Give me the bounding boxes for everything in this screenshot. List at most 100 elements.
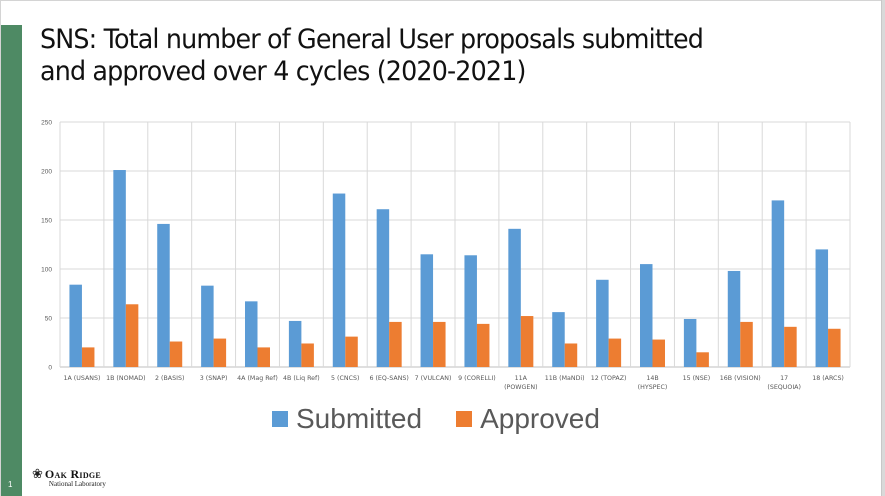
x-tick-label-line: 1A (USANS) [63,375,100,382]
bar-submitted-13 [640,264,653,367]
x-tick-label: 1B (NOMAD) [106,375,146,382]
legend-item-submitted: Submitted [272,403,422,435]
logo-sub-text: National Laboratory [48,480,106,488]
x-tick-label-line: 11B (MaNDi) [545,375,585,382]
bar-submitted-8 [420,254,434,367]
chart-bars [69,170,841,367]
legend-swatch-submitted [272,411,288,427]
slide-border-right [881,0,885,496]
bar-submitted-5 [288,320,302,367]
x-tick-label-line: 4A (Mag Ref) [237,375,278,382]
x-tick-label-line: 9 (CORELLI) [458,375,496,382]
x-tick-label-line: 11A [515,375,528,382]
x-tick-label: 2 (BASIS) [155,375,184,382]
bar-approved-16 [784,326,797,367]
y-tick-label: 200 [41,169,52,176]
chart-legend: Submitted Approved [272,401,600,437]
x-tick-label: 5 (CNCS) [331,375,359,382]
x-tick-label-line: 2 (BASIS) [155,375,184,382]
x-tick-label: 3 (SNAP) [200,375,228,382]
x-tick-label-line: 12 (TOPAZ) [591,375,627,382]
x-tick-label-line: 16B (VISION) [720,375,761,382]
bar-approved-5 [301,343,314,367]
bar-approved-7 [389,321,402,367]
x-tick-label-line: (SEQUOIA) [767,384,801,391]
x-tick-label-line: 1B (NOMAD) [106,375,146,382]
slide-border-left [0,0,1,496]
bar-submitted-12 [596,279,609,367]
logo-text: Oak Ridge National Laboratory [45,468,106,488]
slide-title-line-1: SNS: Total number of General User propos… [40,24,704,55]
bar-submitted-10 [508,228,521,367]
bar-approved-4 [257,347,270,367]
bar-approved-3 [213,338,227,367]
bar-submitted-9 [464,255,477,367]
x-axis-ticks: 1A (USANS) 1B (NOMAD) 2 (BASIS) 3 (SNAP) 4A … [63,375,843,391]
x-tick-label-line: 6 (EQ-SANS) [369,375,408,382]
legend-swatch-approved [456,411,473,427]
chart-gridlines [59,121,851,368]
bar-approved-0 [81,347,95,367]
bar-submitted-0 [69,284,82,367]
bar-approved-2 [169,341,183,367]
slide-title-line-2: and approved over 4 cycles (2020-2021) [40,56,526,87]
y-axis-ticks: 0 50 100 150 200 250 [41,120,52,372]
bar-approved-12 [608,338,622,367]
bar-submitted-1 [113,170,126,367]
slide-number: 1 [8,480,13,489]
x-tick-label-line: 7 (VULCAN) [415,375,452,382]
bar-submitted-14 [683,318,697,367]
legend-item-approved: Approved [456,403,600,435]
x-tick-label-line: (HYSPEC) [638,384,668,391]
y-tick-label: 150 [41,218,52,225]
legend-label-submitted: Submitted [296,403,423,434]
bar-submitted-6 [332,193,346,367]
y-tick-label: 0 [48,365,52,372]
x-tick-label-line: (POWGEN) [504,384,537,391]
slide-title: SNS: Total number of General User propos… [40,24,792,88]
x-tick-label: 4B (Liq Ref) [283,375,320,382]
x-tick-label: 15 (NSE) [683,375,711,382]
x-tick-label-line: 3 (SNAP) [200,375,228,382]
x-tick-label-line: 15 (NSE) [683,375,711,382]
logo-main-text: Oak Ridge [44,467,102,481]
x-tick-label-line: 14B [646,375,658,382]
bar-submitted-16 [771,200,785,367]
bar-approved-6 [345,336,358,367]
x-tick-label-line: 18 (ARCS) [812,375,844,382]
bar-approved-14 [696,352,709,367]
bar-submitted-7 [376,209,390,367]
x-tick-label: 16B (VISION) [720,375,761,382]
y-tick-label: 50 [45,316,53,323]
x-tick-label: 11A (POWGEN) [504,375,537,391]
x-tick-label: 11B (MaNDi) [545,375,585,382]
x-tick-label-line: 4B (Liq Ref) [283,375,320,382]
x-tick-label: 6 (EQ-SANS) [369,375,408,382]
bar-approved-8 [433,321,446,367]
bar-approved-9 [476,323,490,367]
x-tick-label: 17 (SEQUOIA) [767,375,801,391]
bar-submitted-11 [552,312,565,367]
x-tick-label: 12 (TOPAZ) [591,375,627,382]
y-tick-label: 100 [41,267,52,274]
bar-approved-11 [564,343,578,367]
x-tick-label: 4A (Mag Ref) [237,375,278,382]
x-tick-label-line: 5 (CNCS) [331,375,359,382]
legend-label-approved: Approved [480,403,600,434]
accent-bar [1,25,22,496]
bar-submitted-3 [201,285,214,367]
x-tick-label: 14B (HYSPEC) [638,375,668,391]
bar-approved-15 [740,321,753,367]
bar-approved-13 [652,339,665,367]
bar-approved-10 [520,316,534,367]
y-tick-label: 250 [41,120,52,127]
bar-submitted-4 [245,301,258,367]
x-tick-label: 9 (CORELLI) [458,375,496,382]
bar-submitted-2 [157,223,170,367]
x-tick-label: 18 (ARCS) [812,375,844,382]
x-tick-label: 1A (USANS) [63,375,100,382]
x-tick-label-line: 17 [780,375,788,382]
bar-approved-17 [828,328,841,367]
bar-submitted-17 [815,249,829,367]
